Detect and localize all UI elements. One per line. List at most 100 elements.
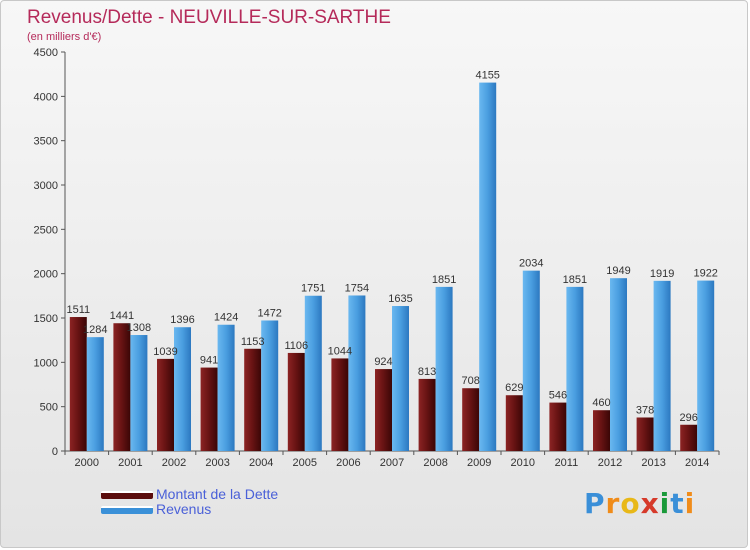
bar-revenue [522,270,540,451]
x-tick-label: 2004 [249,457,273,469]
data-label-revenue: 1754 [345,282,369,294]
data-label-debt: 296 [680,412,698,424]
bar-revenue [348,295,366,451]
data-label-debt: 460 [592,397,610,409]
bar-revenue [653,280,671,451]
data-label-debt: 629 [505,382,523,394]
x-tick-label: 2005 [293,457,317,469]
proxiti-logo: Proxiti [584,487,695,520]
logo-letter: i [659,487,671,520]
data-label-debt: 546 [549,390,567,402]
data-label-revenue: 1424 [214,312,238,324]
bars [69,82,715,451]
bar-revenue [174,327,191,451]
bar-debt [331,358,349,451]
data-label-debt: 813 [418,366,436,378]
bar-debt [593,410,610,451]
bar-revenue [217,324,235,451]
data-label-revenue: 1851 [563,274,587,286]
bar-debt [505,395,523,451]
data-label-revenue: 1922 [693,268,717,280]
y-tick-label: 500 [40,402,58,414]
y-tick-label: 4500 [34,47,58,59]
x-tick-label: 2012 [598,457,622,469]
bar-debt [375,369,392,451]
bar-revenue [697,280,715,451]
x-tick-label: 2003 [205,457,229,469]
bar-revenue [479,82,497,451]
x-tick-label: 2008 [423,457,447,469]
bar-debt [462,388,480,451]
data-label-debt: 1511 [66,304,90,316]
legend-swatch-revenue [101,506,153,514]
bar-revenue [261,320,279,451]
data-label-revenue: 1635 [388,293,412,305]
x-tick-label: 2011 [555,457,579,469]
logo-letter: i [684,487,696,520]
y-tick-label: 0 [52,446,58,458]
bar-debt [244,348,262,451]
y-tick-label: 1500 [34,313,58,325]
data-label-revenue: 1308 [127,322,151,334]
logo-letter: t [670,487,685,520]
data-label-revenue: 1949 [606,265,630,277]
data-label-revenue: 1472 [257,307,281,319]
bar-debt [69,317,87,451]
data-label-debt: 378 [636,404,654,416]
data-label-debt: 1106 [284,340,308,352]
data-label-debt: 1039 [153,346,177,358]
bar-revenue [130,335,148,451]
logo-letter: o [620,487,641,520]
data-label-debt: 708 [462,375,480,387]
x-tick-label: 2001 [118,457,142,469]
bar-revenue [566,286,584,451]
x-tick-label: 2010 [511,457,535,469]
chart-title: Revenus/Dette - NEUVILLE-SUR-SARTHE [27,7,391,28]
data-label-revenue: 1751 [301,283,325,295]
data-label-debt: 1441 [110,310,134,322]
bar-debt [157,358,174,451]
data-label-debt: 1044 [328,345,352,357]
logo-letter: x [640,487,660,520]
bar-revenue [86,337,104,451]
legend-label-revenue: Revenus [156,501,212,517]
logo-letter: r [605,487,621,520]
data-label-debt: 1153 [241,336,265,348]
data-label-revenue: 4155 [475,70,499,82]
y-axis: 0 500 1000 1500 2000 2500 3000 3500 4000 4500 [34,47,66,458]
data-label-revenue: 1919 [650,268,674,280]
legend-swatch-debt [101,491,153,499]
bar-revenue [435,286,453,451]
bar-debt [200,367,218,451]
legend-label-debt: Montant de la Dette [156,486,279,502]
x-tick-label: 2009 [467,457,491,469]
bar-revenue [610,278,627,451]
y-tick-label: 1000 [34,357,58,369]
bar-debt [636,417,654,451]
data-label-debt: 941 [200,355,218,367]
x-axis: 2000 2001 2002 2003 2004 2005 2006 2007 2008 2009… [64,450,720,469]
x-tick-label: 2002 [162,457,186,469]
x-tick-label: 2006 [336,457,360,469]
y-tick-label: 3000 [34,180,58,192]
x-tick-label: 2014 [685,457,709,469]
logo-letter: P [584,487,606,520]
data-label-revenue: 1851 [432,274,456,286]
y-tick-label: 2500 [34,224,58,236]
data-label-revenue: 1284 [83,324,107,336]
y-tick-label: 4000 [34,91,58,103]
x-tick-label: 2013 [641,457,665,469]
bar-revenue [304,295,322,451]
bar-debt [680,424,698,451]
x-tick-label: 2000 [75,457,99,469]
bar-debt [549,402,567,451]
bar-debt [418,378,436,451]
data-label-debt: 924 [374,356,392,368]
data-label-revenue: 1396 [170,314,194,326]
bar-revenue [392,306,409,451]
bar-debt [287,352,305,451]
bar-debt [113,323,131,451]
y-tick-label: 2000 [34,269,58,281]
y-tick-label: 3500 [34,136,58,148]
